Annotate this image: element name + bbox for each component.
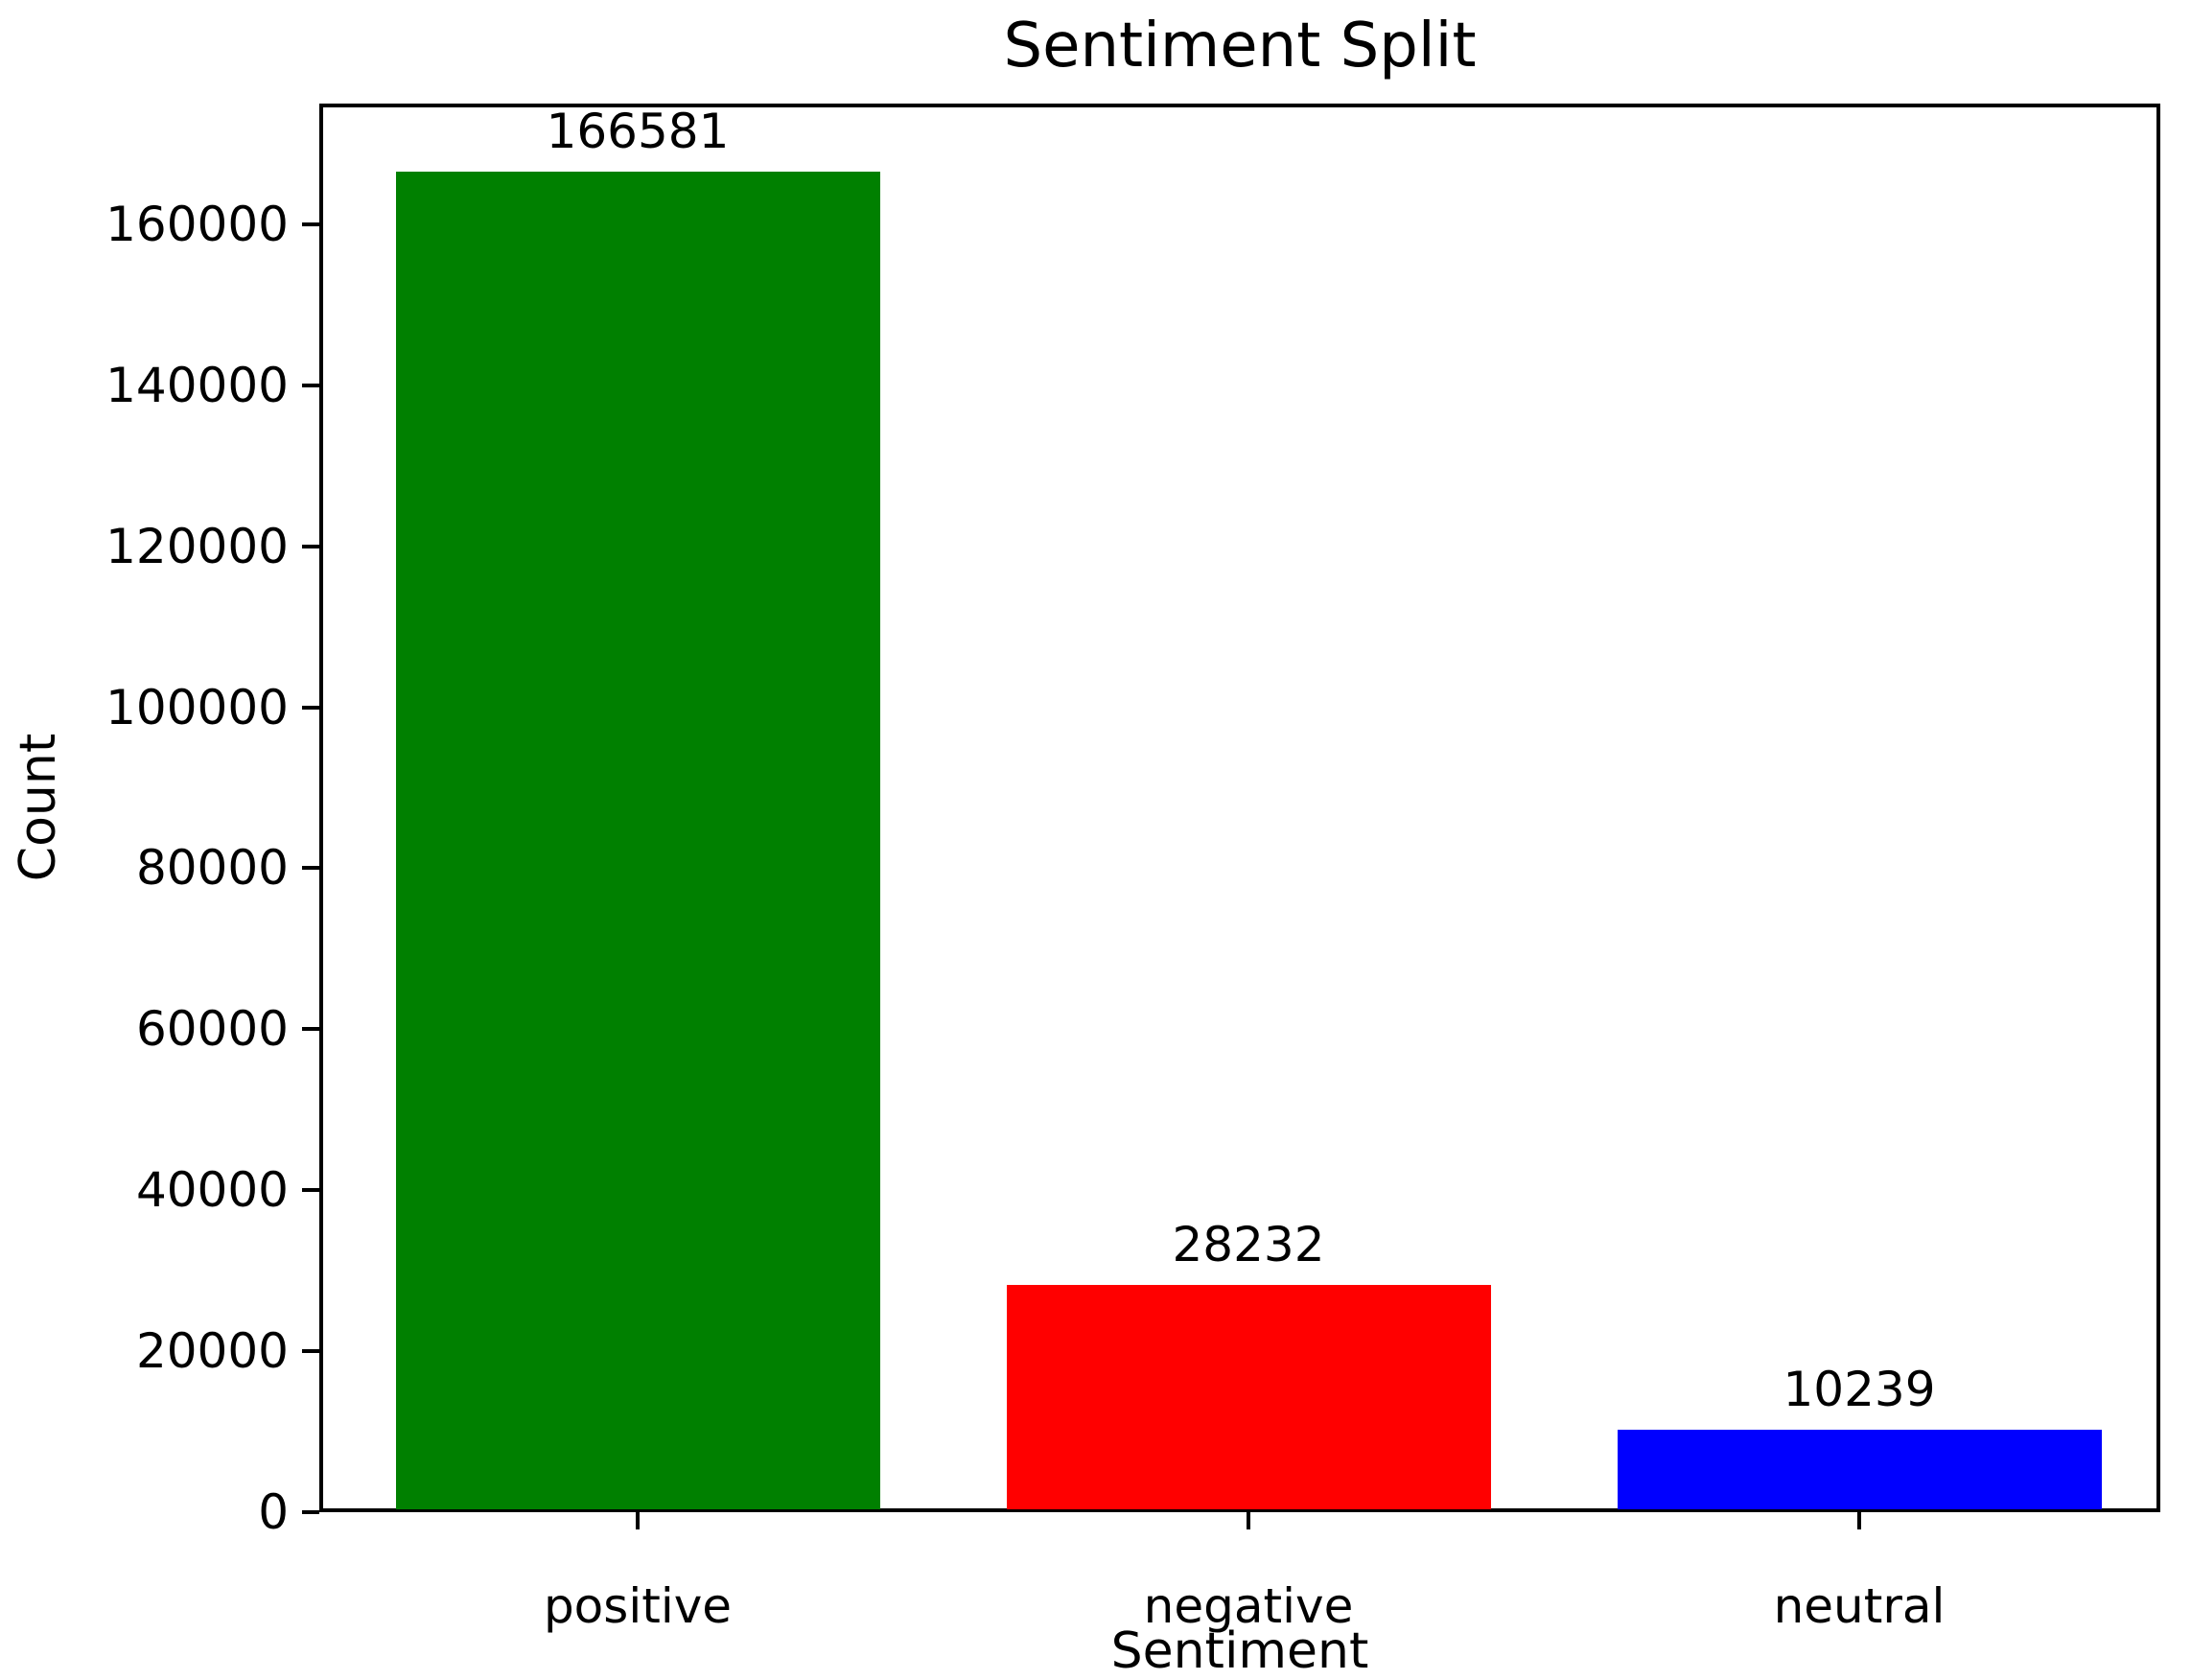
y-tick-label: 40000	[135, 1162, 289, 1219]
bar-positive	[395, 171, 880, 1509]
bar-negative	[1006, 1285, 1491, 1509]
x-tick-mark	[1857, 1512, 1861, 1529]
y-tick-mark	[302, 222, 319, 226]
bar-value-label-negative: 28232	[1172, 1217, 1325, 1272]
y-tick-label: 100000	[105, 679, 289, 735]
y-tick-mark	[302, 1510, 319, 1514]
y-tick-label: 80000	[135, 840, 289, 897]
x-axis-label: Sentiment	[1110, 1622, 1369, 1680]
y-tick-mark	[302, 866, 319, 871]
y-tick-mark	[302, 544, 319, 548]
bar-value-label-positive: 166581	[546, 103, 730, 159]
y-tick-mark	[302, 1188, 319, 1193]
x-tick-label-negative: negative	[1143, 1578, 1354, 1634]
y-tick-mark	[302, 383, 319, 387]
y-tick-mark	[302, 1027, 319, 1032]
y-tick-mark	[302, 1349, 319, 1354]
x-tick-label-positive: positive	[543, 1578, 733, 1634]
y-tick-label: 160000	[105, 196, 289, 252]
bar-neutral	[1617, 1430, 2102, 1509]
bar-value-label-neutral: 10239	[1783, 1362, 1936, 1418]
y-tick-label: 0	[258, 1484, 289, 1540]
y-tick-label: 60000	[135, 1001, 289, 1058]
x-tick-mark	[636, 1512, 640, 1529]
y-tick-label: 20000	[135, 1323, 289, 1380]
y-tick-mark	[302, 705, 319, 710]
chart-title: Sentiment Split	[1003, 11, 1477, 82]
x-tick-mark	[1247, 1512, 1250, 1529]
y-tick-label: 120000	[105, 518, 289, 574]
y-tick-label: 140000	[105, 357, 289, 413]
x-tick-label-neutral: neutral	[1773, 1578, 1946, 1634]
